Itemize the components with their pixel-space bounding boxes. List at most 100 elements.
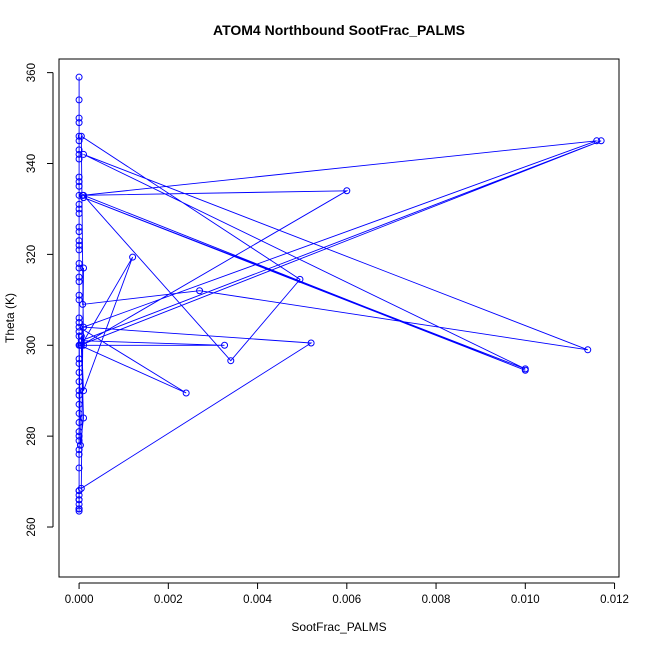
data-point: [75, 391, 83, 399]
data-point: [75, 464, 83, 472]
data-point: [75, 409, 83, 417]
data-point: [75, 446, 83, 454]
y-tick-label: 360: [26, 63, 38, 82]
data-point: [75, 264, 83, 272]
data-point: [79, 300, 87, 308]
x-tick-label: 0.008: [422, 594, 451, 606]
data-point: [75, 496, 83, 504]
chart-title: ATOM4 Northbound SootFrac_PALMS: [213, 22, 465, 38]
data-point: [75, 507, 83, 515]
data-point: [75, 491, 83, 499]
data-point: [75, 291, 83, 299]
data-point: [75, 155, 83, 163]
x-tick-label: 0.012: [600, 594, 629, 606]
data-point: [343, 187, 351, 195]
x-tick-label: 0.010: [511, 594, 540, 606]
x-tick-label: 0.000: [65, 594, 94, 606]
data-point: [75, 500, 83, 508]
y-tick-label: 280: [26, 427, 38, 446]
data-point: [80, 341, 88, 349]
data-point: [75, 487, 83, 495]
data-point: [75, 182, 83, 190]
data-point: [76, 441, 84, 449]
data-point: [75, 96, 83, 104]
data-point: [307, 339, 315, 347]
data-point: [75, 119, 83, 127]
data-point: [75, 387, 83, 395]
series-layer: [75, 73, 605, 515]
data-point: [80, 150, 88, 158]
y-tick-label: 300: [26, 336, 38, 355]
data-point: [75, 428, 83, 436]
data-point: [75, 114, 83, 122]
data-point: [77, 484, 85, 492]
data-point: [196, 287, 204, 295]
data-point: [593, 137, 601, 145]
data-point: [77, 341, 85, 349]
data-point: [75, 173, 83, 181]
x-tick-label: 0.006: [332, 594, 361, 606]
data-point: [80, 387, 88, 395]
series-line: [78, 77, 602, 512]
data-point: [75, 132, 83, 140]
y-tick-label: 320: [26, 245, 38, 264]
data-point: [129, 253, 137, 261]
data-point: [296, 275, 304, 283]
x-axis-label: SootFrac_PALMS: [291, 620, 386, 634]
data-point: [75, 259, 83, 267]
x-tick-label: 0.004: [243, 594, 272, 606]
plot-frame: [58, 58, 620, 578]
y-tick-label: 260: [26, 517, 38, 536]
data-point: [75, 450, 83, 458]
data-point: [75, 437, 83, 445]
data-point: [75, 314, 83, 322]
data-point: [80, 264, 88, 272]
data-point: [75, 319, 83, 327]
data-point: [75, 246, 83, 254]
y-axis: 260 280 300 320 340 360: [26, 63, 54, 537]
data-point: [221, 341, 229, 349]
data-point: [227, 357, 235, 365]
data-point: [80, 191, 88, 199]
data-point: [75, 200, 83, 208]
data-point: [75, 237, 83, 245]
data-point: [75, 73, 83, 81]
data-point: [75, 278, 83, 286]
data-point: [75, 150, 83, 158]
y-tick-label: 340: [26, 154, 38, 173]
data-point: [75, 378, 83, 386]
data-point: [584, 346, 592, 354]
y-axis-label: Theta (K): [3, 293, 17, 343]
data-point: [75, 369, 83, 377]
data-point: [75, 296, 83, 304]
data-point: [75, 400, 83, 408]
data-point: [521, 366, 529, 374]
data-point: [182, 389, 190, 397]
data-point: [75, 432, 83, 440]
data-point: [80, 323, 88, 331]
x-axis: 0.000 0.002 0.004 0.006 0.008 0.010 0.012: [65, 582, 629, 606]
data-point: [75, 273, 83, 281]
data-point: [75, 223, 83, 231]
data-point: [75, 178, 83, 186]
data-point: [75, 146, 83, 154]
x-tick-label: 0.002: [154, 594, 183, 606]
data-point: [75, 332, 83, 340]
data-point: [597, 137, 605, 145]
data-point: [80, 414, 88, 422]
data-point: [75, 355, 83, 363]
data-point: [75, 241, 83, 249]
data-point: [75, 209, 83, 217]
data-point: [75, 205, 83, 213]
data-point: [75, 505, 83, 513]
data-point: [75, 341, 83, 349]
data-point: [75, 419, 83, 427]
data-point: [75, 359, 83, 367]
data-point: [77, 132, 85, 140]
data-point: [75, 323, 83, 331]
data-point: [75, 328, 83, 336]
data-point: [80, 194, 88, 202]
